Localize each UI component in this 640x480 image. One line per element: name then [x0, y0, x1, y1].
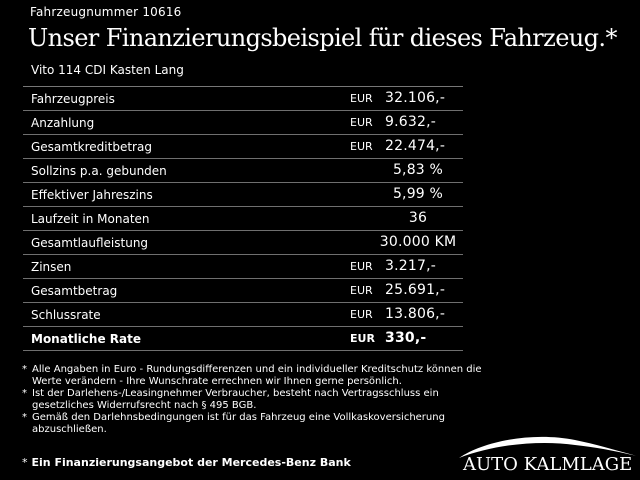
row-value: 5,99 % — [392, 186, 444, 202]
footnote-marker: * — [22, 364, 27, 375]
page-title: Unser Finanzierungsbeispiel für dieses F… — [28, 24, 617, 52]
table-row: Gesamtlaufleistung 30.000 KM — [23, 231, 463, 255]
row-value: 330,- — [385, 330, 427, 346]
row-label: Gesamtkreditbetrag — [31, 140, 152, 154]
row-label: Sollzins p.a. gebunden — [31, 164, 167, 178]
table-row: Fahrzeugpreis EUR 32.106,- — [23, 87, 463, 111]
table-row: Sollzins p.a. gebunden 5,83 % — [23, 159, 463, 183]
row-value: 13.806,- — [385, 306, 446, 322]
financing-table: Fahrzeugpreis EUR 32.106,- Anzahlung EUR… — [23, 86, 463, 351]
offer-marker: * — [22, 456, 28, 469]
financing-offer-note: * Ein Finanzierungsangebot der Mercedes-B… — [22, 456, 351, 469]
footnote: * Gemäß den Darlehnsbedingungen ist für … — [22, 412, 482, 436]
row-currency: EUR — [350, 140, 373, 153]
table-row: Gesamtbetrag EUR 25.691,- — [23, 279, 463, 303]
table-row: Schlussrate EUR 13.806,- — [23, 303, 463, 327]
row-label: Schlussrate — [31, 308, 101, 322]
row-value: 5,83 % — [392, 162, 444, 178]
row-label: Laufzeit in Monaten — [31, 212, 150, 226]
row-label: Monatliche Rate — [31, 332, 141, 346]
row-label: Gesamtlaufleistung — [31, 236, 149, 250]
row-currency: EUR — [350, 284, 373, 297]
table-row-monthly-rate: Monatliche Rate EUR 330,- — [23, 327, 463, 351]
table-row: Effektiver Jahreszins 5,99 % — [23, 183, 463, 207]
row-currency: EUR — [350, 92, 373, 105]
row-currency: EUR — [350, 332, 375, 345]
dealer-name: AUTO KALMLAGE — [463, 454, 633, 475]
row-value: 25.691,- — [385, 282, 446, 298]
row-value: 32.106,- — [385, 90, 446, 106]
row-value: 9.632,- — [385, 114, 436, 130]
footnotes: * Alle Angaben in Euro - Rundungsdiffere… — [22, 364, 482, 436]
footnote: * Ist der Darlehens-/Leasingnehmer Verbr… — [22, 388, 482, 412]
row-currency: EUR — [350, 116, 373, 129]
row-label: Zinsen — [31, 260, 72, 274]
row-label: Fahrzeugpreis — [31, 92, 115, 106]
table-row: Laufzeit in Monaten 36 — [23, 207, 463, 231]
table-row: Gesamtkreditbetrag EUR 22.474,- — [23, 135, 463, 159]
row-value: 30.000 KM — [379, 234, 457, 250]
footnote-marker: * — [22, 388, 27, 399]
footnote-text: Alle Angaben in Euro - Rundungsdifferenz… — [32, 364, 482, 387]
row-currency: EUR — [350, 260, 373, 273]
dealer-logo: AUTO KALMLAGE — [455, 434, 640, 480]
row-value: 3.217,- — [385, 258, 436, 274]
footnote-marker: * — [22, 412, 27, 423]
table-row: Anzahlung EUR 9.632,- — [23, 111, 463, 135]
footnote: * Alle Angaben in Euro - Rundungsdiffere… — [22, 364, 482, 388]
car-silhouette-arc-icon — [459, 436, 637, 458]
offer-text: Ein Finanzierungsangebot der Mercedes-Be… — [31, 456, 351, 469]
table-row: Zinsen EUR 3.217,- — [23, 255, 463, 279]
vehicle-model: Vito 114 CDI Kasten Lang — [31, 63, 184, 77]
row-value: 22.474,- — [385, 138, 446, 154]
row-label: Effektiver Jahreszins — [31, 188, 153, 202]
row-label: Anzahlung — [31, 116, 95, 130]
footnote-text: Gemäß den Darlehnsbedingungen ist für da… — [32, 412, 445, 435]
footnote-text: Ist der Darlehens-/Leasingnehmer Verbrau… — [32, 388, 439, 411]
row-label: Gesamtbetrag — [31, 284, 118, 298]
row-currency: EUR — [350, 308, 373, 321]
vehicle-number: Fahrzeugnummer 10616 — [30, 5, 182, 19]
row-value: 36 — [408, 210, 428, 226]
